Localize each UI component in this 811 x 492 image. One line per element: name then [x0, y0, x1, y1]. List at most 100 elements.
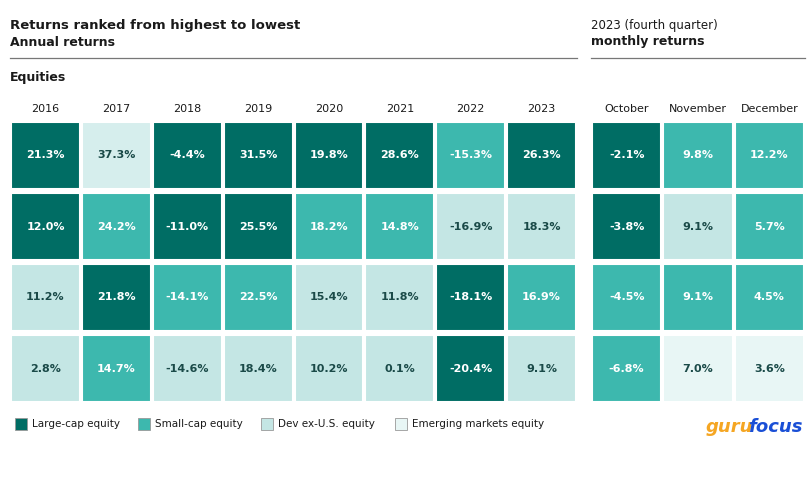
Text: -11.0%: -11.0%: [165, 221, 208, 232]
Bar: [734, 122, 803, 189]
Bar: [11, 122, 79, 189]
Text: 11.8%: 11.8%: [380, 293, 418, 303]
Bar: [223, 193, 292, 260]
Bar: [436, 122, 504, 189]
Text: 15.4%: 15.4%: [309, 293, 348, 303]
Text: -15.3%: -15.3%: [448, 151, 491, 160]
Text: 21.8%: 21.8%: [97, 293, 135, 303]
Text: 2020: 2020: [315, 104, 342, 114]
Bar: [365, 122, 434, 189]
Text: 22.5%: 22.5%: [238, 293, 277, 303]
Text: -4.4%: -4.4%: [169, 151, 205, 160]
Bar: [436, 264, 504, 331]
Text: 14.8%: 14.8%: [380, 221, 418, 232]
Bar: [152, 264, 221, 331]
Bar: [138, 418, 150, 430]
Text: 16.9%: 16.9%: [521, 293, 560, 303]
Bar: [11, 335, 79, 402]
Bar: [436, 335, 504, 402]
Text: 19.8%: 19.8%: [309, 151, 348, 160]
Text: Returns ranked from highest to lowest: Returns ranked from highest to lowest: [10, 20, 300, 32]
Text: -20.4%: -20.4%: [448, 364, 491, 373]
Bar: [663, 122, 732, 189]
Text: 2019: 2019: [243, 104, 272, 114]
Text: -18.1%: -18.1%: [448, 293, 491, 303]
Text: 2022: 2022: [456, 104, 484, 114]
Text: 37.3%: 37.3%: [97, 151, 135, 160]
Bar: [152, 122, 221, 189]
Text: 26.3%: 26.3%: [521, 151, 560, 160]
Text: focus: focus: [748, 418, 802, 436]
Text: guru: guru: [705, 418, 752, 436]
Text: 14.7%: 14.7%: [97, 364, 135, 373]
Text: 18.4%: 18.4%: [238, 364, 277, 373]
Text: 9.1%: 9.1%: [682, 293, 713, 303]
Bar: [152, 193, 221, 260]
Text: 5.7%: 5.7%: [753, 221, 783, 232]
Text: Annual returns: Annual returns: [10, 35, 115, 49]
Text: -6.8%: -6.8%: [608, 364, 644, 373]
Bar: [260, 418, 272, 430]
Text: 2.8%: 2.8%: [30, 364, 61, 373]
Text: 12.0%: 12.0%: [26, 221, 65, 232]
Bar: [82, 122, 151, 189]
Bar: [507, 335, 575, 402]
Text: Large-cap equity: Large-cap equity: [32, 419, 120, 429]
Text: 4.5%: 4.5%: [753, 293, 783, 303]
Bar: [734, 335, 803, 402]
Text: 2021: 2021: [385, 104, 414, 114]
Text: 18.2%: 18.2%: [309, 221, 348, 232]
Bar: [223, 264, 292, 331]
Text: -3.8%: -3.8%: [608, 221, 644, 232]
Text: October: October: [603, 104, 648, 114]
Text: 25.5%: 25.5%: [238, 221, 277, 232]
Bar: [591, 264, 660, 331]
Text: 0.1%: 0.1%: [384, 364, 414, 373]
Bar: [152, 335, 221, 402]
Text: 9.1%: 9.1%: [682, 221, 713, 232]
Text: 2016: 2016: [32, 104, 59, 114]
Bar: [365, 335, 434, 402]
Text: 12.2%: 12.2%: [749, 151, 787, 160]
Bar: [365, 264, 434, 331]
Bar: [734, 264, 803, 331]
Bar: [663, 193, 732, 260]
Bar: [294, 193, 363, 260]
Text: 31.5%: 31.5%: [238, 151, 277, 160]
Bar: [734, 193, 803, 260]
Bar: [591, 335, 660, 402]
Text: November: November: [668, 104, 726, 114]
Text: 11.2%: 11.2%: [26, 293, 65, 303]
Text: -14.1%: -14.1%: [165, 293, 208, 303]
Bar: [294, 264, 363, 331]
Bar: [223, 122, 292, 189]
Bar: [507, 264, 575, 331]
Bar: [365, 193, 434, 260]
Text: 10.2%: 10.2%: [309, 364, 348, 373]
Text: Dev ex-U.S. equity: Dev ex-U.S. equity: [277, 419, 375, 429]
Text: Emerging markets equity: Emerging markets equity: [411, 419, 543, 429]
Bar: [394, 418, 406, 430]
Bar: [436, 193, 504, 260]
Bar: [591, 193, 660, 260]
Bar: [507, 122, 575, 189]
Bar: [82, 264, 151, 331]
Bar: [507, 193, 575, 260]
Text: 28.6%: 28.6%: [380, 151, 418, 160]
Text: 21.3%: 21.3%: [26, 151, 65, 160]
Bar: [15, 418, 27, 430]
Text: -2.1%: -2.1%: [608, 151, 644, 160]
Text: 2023: 2023: [527, 104, 555, 114]
Text: 7.0%: 7.0%: [682, 364, 713, 373]
Text: 24.2%: 24.2%: [97, 221, 135, 232]
Text: 9.8%: 9.8%: [682, 151, 713, 160]
Text: 2017: 2017: [102, 104, 131, 114]
Bar: [223, 335, 292, 402]
Bar: [294, 122, 363, 189]
Text: 3.6%: 3.6%: [753, 364, 783, 373]
Text: 2018: 2018: [173, 104, 201, 114]
Text: Equities: Equities: [10, 71, 67, 85]
Bar: [591, 122, 660, 189]
Bar: [82, 193, 151, 260]
Text: December: December: [740, 104, 797, 114]
